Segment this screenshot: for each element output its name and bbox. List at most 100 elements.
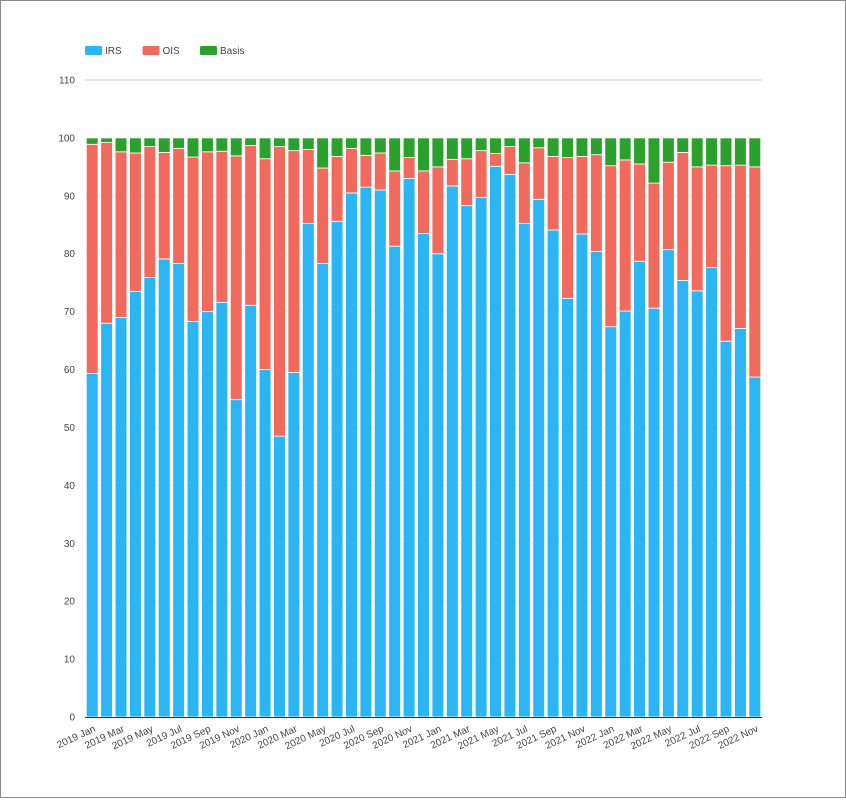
bar-ois-2022-oct[interactable] [734,164,747,329]
bar-irs-2019-nov[interactable] [229,399,243,718]
bar-basis-2021-jan[interactable] [431,137,445,168]
bar-basis-2019-dec[interactable] [244,137,257,146]
bar-ois-2021-sep[interactable] [546,156,560,231]
bar-irs-2020-mar[interactable] [287,372,301,718]
bar-ois-2022-mar[interactable] [633,163,646,262]
bar-ois-2019-mar[interactable] [114,151,128,318]
bar-irs-2022-nov[interactable] [748,376,762,718]
bar-basis-2021-dec[interactable] [590,137,603,156]
bar-irs-2020-feb[interactable] [273,435,286,718]
bar-irs-2019-aug[interactable] [186,321,200,718]
bar-ois-2020-jan[interactable] [258,158,272,370]
bar-basis-2021-jun[interactable] [503,137,517,147]
bar-basis-2022-jun[interactable] [676,137,690,153]
bar-irs-2022-mar[interactable] [633,260,646,718]
bar-ois-2019-sep[interactable] [201,151,214,313]
bar-irs-2021-jun[interactable] [503,173,517,718]
bar-ois-2022-jul[interactable] [690,166,704,292]
bar-basis-2021-oct[interactable] [561,137,574,158]
bar-basis-2020-may[interactable] [316,137,329,169]
bar-irs-2022-feb[interactable] [618,310,632,718]
bar-basis-2021-aug[interactable] [532,137,546,149]
bar-ois-2020-feb[interactable] [273,146,286,437]
bar-basis-2019-aug[interactable] [186,137,200,158]
bar-ois-2022-jan[interactable] [604,165,618,328]
bar-irs-2019-dec[interactable] [244,304,257,718]
bar-basis-2019-apr[interactable] [129,137,142,154]
bar-basis-2022-jul[interactable] [690,137,704,168]
bar-ois-2019-jun[interactable] [157,151,171,260]
bar-irs-2019-apr[interactable] [129,290,142,718]
bar-ois-2021-feb[interactable] [446,158,459,187]
bar-irs-2022-apr[interactable] [647,307,661,718]
bar-irs-2020-oct[interactable] [388,245,401,718]
bar-irs-2020-jul[interactable] [345,192,358,718]
bar-basis-2019-mar[interactable] [114,137,128,153]
bar-irs-2020-jan[interactable] [258,369,272,718]
bar-ois-2020-dec[interactable] [417,170,430,234]
bar-ois-2022-sep[interactable] [719,165,733,342]
bar-ois-2022-nov[interactable] [748,166,762,378]
bar-ois-2019-nov[interactable] [229,155,243,401]
bar-ois-2021-jun[interactable] [503,146,517,175]
bar-ois-2022-apr[interactable] [647,182,661,309]
bar-irs-2019-may[interactable] [143,277,157,718]
bar-basis-2021-nov[interactable] [575,137,589,157]
bar-ois-2019-dec[interactable] [244,145,257,306]
bar-ois-2020-jun[interactable] [330,156,344,222]
bar-irs-2020-aug[interactable] [359,186,373,718]
bar-basis-2020-feb[interactable] [273,137,286,147]
bar-irs-2022-jul[interactable] [690,290,704,718]
bar-ois-2021-dec[interactable] [590,154,603,252]
bar-irs-2022-aug[interactable] [705,267,718,718]
bar-ois-2019-oct[interactable] [215,150,229,303]
bar-basis-2019-oct[interactable] [215,137,229,152]
bar-basis-2021-sep[interactable] [546,137,560,157]
bar-ois-2021-mar[interactable] [460,158,474,207]
bar-irs-2021-nov[interactable] [575,233,589,718]
bar-irs-2021-feb[interactable] [446,185,459,718]
bar-ois-2022-jun[interactable] [676,151,690,281]
bar-basis-2020-sep[interactable] [373,137,387,154]
bar-basis-2019-sep[interactable] [201,137,214,153]
bar-irs-2019-jan[interactable] [85,373,99,718]
bar-irs-2020-nov[interactable] [402,178,416,718]
bar-basis-2022-aug[interactable] [705,137,718,166]
bar-irs-2022-sep[interactable] [719,340,733,718]
bar-ois-2022-aug[interactable] [705,164,718,269]
bar-ois-2021-aug[interactable] [532,147,546,200]
bar-irs-2020-sep[interactable] [373,189,387,718]
bar-irs-2019-oct[interactable] [215,301,229,718]
bar-irs-2021-sep[interactable] [546,229,560,718]
bar-ois-2020-oct[interactable] [388,170,401,247]
bar-ois-2020-apr[interactable] [301,149,315,225]
bar-irs-2019-mar[interactable] [114,317,128,718]
bar-irs-2019-jun[interactable] [157,258,171,718]
bar-irs-2022-jun[interactable] [676,279,690,718]
bar-basis-2021-apr[interactable] [474,137,488,152]
bar-ois-2021-jan[interactable] [431,166,445,255]
bar-basis-2022-apr[interactable] [647,137,661,184]
bar-basis-2019-jul[interactable] [172,137,185,149]
bar-irs-2021-jan[interactable] [431,253,445,718]
bar-basis-2022-mar[interactable] [633,137,646,165]
bar-irs-2021-dec[interactable] [590,251,603,718]
bar-basis-2022-oct[interactable] [734,137,747,166]
bar-basis-2021-mar[interactable] [460,137,474,160]
bar-ois-2019-feb[interactable] [100,142,113,324]
bar-basis-2019-nov[interactable] [229,137,243,157]
bar-ois-2022-feb[interactable] [618,159,632,312]
bar-basis-2020-nov[interactable] [402,137,416,158]
bar-ois-2021-may[interactable] [489,153,502,167]
bar-basis-2019-may[interactable] [143,137,157,147]
bar-irs-2021-mar[interactable] [460,205,474,718]
bar-basis-2019-jan[interactable] [85,137,99,145]
bar-irs-2020-apr[interactable] [301,223,315,718]
bar-irs-2019-feb[interactable] [100,322,113,718]
bar-basis-2022-may[interactable] [662,137,675,163]
bar-basis-2022-sep[interactable] [719,137,733,167]
bar-ois-2020-sep[interactable] [373,152,387,191]
bar-ois-2021-apr[interactable] [474,150,488,198]
bar-irs-2020-dec[interactable] [417,233,430,718]
bar-basis-2020-apr[interactable] [301,137,315,150]
